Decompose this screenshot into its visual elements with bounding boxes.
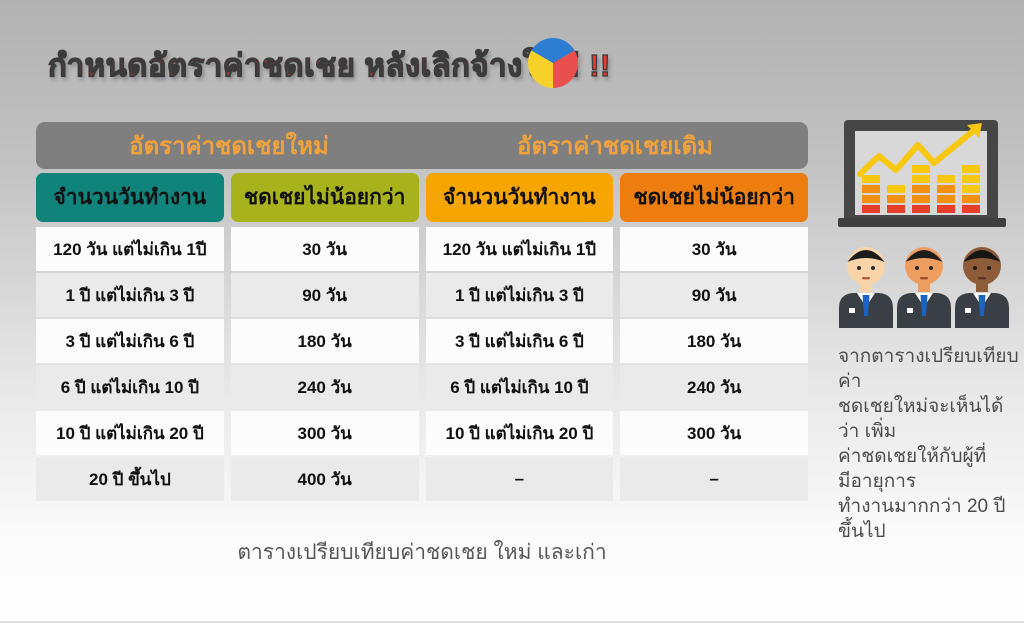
person-icon (955, 247, 1009, 328)
table-row: 6 ปี แต่ไม่เกิน 10 ปี 240 วัน 6 ปี แต่ไม… (36, 365, 808, 409)
bar-chart-board-icon (838, 120, 1006, 227)
table-cell: 300 วัน (230, 411, 419, 455)
column-header-row: จำนวนวันทำงาน ชดเชยไม่น้อยกว่า จำนวนวันท… (36, 173, 808, 222)
table-row: 120 วัน แต่ไม่เกิน 1ปี 30 วัน 120 วัน แต… (36, 227, 808, 271)
table-row: 10 ปี แต่ไม่เกิน 20 ปี 300 วัน 10 ปี แต่… (36, 411, 808, 455)
side-note: จากตารางเปรียบเทียบค่า ชดเชยใหม่จะเห็นได… (838, 344, 1024, 544)
table-row: 20 ปี ขึ้นไป 400 วัน – – (36, 457, 808, 501)
table-cell: 30 วัน (620, 227, 808, 271)
table-cell: 10 ปี แต่ไม่เกิน 20 ปี (425, 411, 614, 455)
bottom-divider (0, 621, 1024, 623)
table-cell: 6 ปี แต่ไม่เกิน 10 ปี (425, 365, 614, 409)
side-note-line: ชดเชยใหม่จะเห็นได้ว่า เพิ่ม (838, 396, 1004, 442)
table-cell: – (620, 457, 808, 501)
group-header-new: อัตราค่าชดเชยใหม่ (129, 133, 329, 160)
table-cell: 3 ปี แต่ไม่เกิน 6 ปี (36, 319, 224, 363)
side-note-line: ค่าชดเชยให้กับผู้ที่มีอายุการ (838, 446, 987, 492)
table-caption: ตารางเปรียบเทียบค่าชดเชย ใหม่ และเก่า (237, 541, 607, 564)
table-cell: 180 วัน (620, 319, 808, 363)
table-cell: 10 ปี แต่ไม่เกิน 20 ปี (36, 411, 224, 455)
table-cell: 240 วัน (230, 365, 419, 409)
column-header-workdays-new: จำนวนวันทำงาน (36, 173, 224, 222)
comparison-table: 120 วัน แต่ไม่เกิน 1ปี 30 วัน 120 วัน แต… (36, 227, 808, 503)
table-cell: 300 วัน (620, 411, 808, 455)
table-cell: – (425, 457, 614, 501)
column-header-compensation-old: ชดเชยไม่น้อยกว่า (620, 173, 808, 222)
table-cell: 240 วัน (620, 365, 808, 409)
column-header-compensation-new: ชดเชยไม่น้อยกว่า (230, 173, 419, 222)
table-row: 1 ปี แต่ไม่เกิน 3 ปี 90 วัน 1 ปี แต่ไม่เ… (36, 273, 808, 317)
table-cell: 90 วัน (620, 273, 808, 317)
table-cell: 180 วัน (230, 319, 419, 363)
person-icon (839, 247, 893, 328)
table-cell: 400 วัน (230, 457, 419, 501)
table-cell: 1 ปี แต่ไม่เกิน 3 ปี (425, 273, 614, 317)
table-row: 3 ปี แต่ไม่เกิน 6 ปี 180 วัน 3 ปี แต่ไม่… (36, 319, 808, 363)
table-cell: 120 วัน แต่ไม่เกิน 1ปี (36, 227, 224, 271)
table-cell: 30 วัน (230, 227, 419, 271)
table-cell: 6 ปี แต่ไม่เกิน 10 ปี (36, 365, 224, 409)
table-cell: 90 วัน (230, 273, 419, 317)
group-header-bar: อัตราค่าชดเชยใหม่ อัตราค่าชดเชยเดิม (36, 122, 808, 169)
growth-chart-people-illustration (838, 120, 1009, 328)
page-title: กำหนดอัตราค่าชดเชย หลังเลิกจ้างใหม่ !! (47, 47, 611, 83)
table-cell: 1 ปี แต่ไม่เกิน 3 ปี (36, 273, 224, 317)
side-note-line: จากตารางเปรียบเทียบค่า (838, 346, 1019, 392)
table-cell: 120 วัน แต่ไม่เกิน 1ปี (425, 227, 614, 271)
group-header-old: อัตราค่าชดเชยเดิม (517, 133, 713, 160)
person-icon (897, 247, 951, 328)
trend-line-icon (857, 123, 982, 177)
pie-chart-icon (528, 38, 578, 88)
table-cell: 20 ปี ขึ้นไป (36, 457, 224, 501)
side-note-line: ทำงานมากกว่า 20 ปีขึ้นไป (838, 496, 1006, 542)
column-header-workdays-old: จำนวนวันทำงาน (425, 173, 614, 222)
table-cell: 3 ปี แต่ไม่เกิน 6 ปี (425, 319, 614, 363)
